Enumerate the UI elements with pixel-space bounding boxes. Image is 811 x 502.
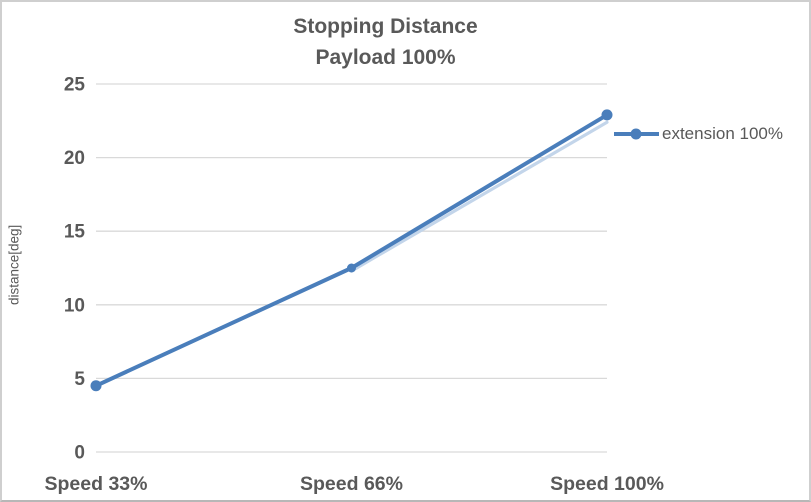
chart-title-line-1: Stopping Distance <box>293 15 478 38</box>
y-tick-label: 0 <box>74 443 85 464</box>
data-point-marker <box>601 109 613 121</box>
data-point-marker <box>90 380 102 392</box>
y-tick-label: 10 <box>64 295 85 316</box>
x-axis-label: Speed 33% <box>45 473 148 495</box>
x-axis-label: Speed 100% <box>550 473 664 495</box>
y-tick-label: 20 <box>64 148 85 169</box>
y-tick-label: 15 <box>64 222 86 243</box>
data-point-marker <box>347 263 356 273</box>
legend: extension 100% <box>613 124 783 144</box>
chart-title: Stopping Distance Payload 100% <box>2 11 769 73</box>
y-tick-label: 5 <box>74 369 85 390</box>
series-line <box>349 120 609 273</box>
legend-label: extension 100% <box>662 124 783 143</box>
legend-line-marker-icon <box>614 128 659 140</box>
series-line <box>94 112 609 388</box>
chart-title-line-2: Payload 100% <box>315 46 456 69</box>
y-tick-label: 25 <box>64 75 86 96</box>
x-axis-label: Speed 66% <box>300 473 403 495</box>
